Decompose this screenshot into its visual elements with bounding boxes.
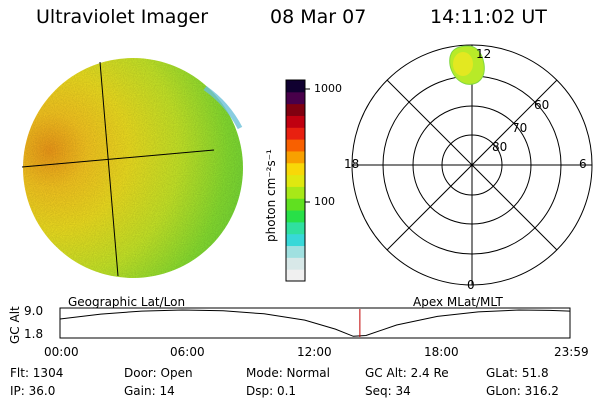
info-gain: Gain: 14 (124, 384, 175, 398)
mlt-label-right: 6 (579, 157, 587, 171)
geo-parallel-line (21, 149, 215, 168)
geo-meridian-line (99, 61, 119, 277)
colorbar-cell (286, 162, 305, 176)
mlt-label-bottom: 0 (467, 278, 475, 292)
info-door: Door: Open (124, 366, 193, 380)
timeline-xtick-2359: 23:59 (554, 345, 589, 359)
info-seq: Seq: 34 (365, 384, 411, 398)
colorbar-cell (286, 257, 305, 270)
instrument-title: Ultraviolet Imager (36, 6, 209, 28)
colorbar-cell (286, 103, 305, 116)
timeline-ytick-top: 9.0 (24, 304, 44, 318)
info-mode: Mode: Normal (246, 366, 330, 380)
colorbar-cells (286, 80, 305, 282)
colorbar-cell (286, 233, 305, 247)
colorbar-tick-label-bottom: 100 (314, 195, 335, 208)
colorbar-cell (286, 245, 305, 258)
colorbar-cell (286, 91, 305, 105)
timeline-xtick-0000: 00:00 (44, 345, 79, 359)
disk-edge-bluegreen (203, 85, 243, 130)
altitude-curve (59, 309, 571, 337)
colorbar-cell (286, 210, 305, 223)
timeline-xtick-1200: 12:00 (297, 345, 332, 359)
lat-label-60: 60 (534, 98, 550, 112)
colorbar-cell (286, 139, 305, 152)
lat-label-80: 80 (492, 140, 508, 154)
colorbar-cell (286, 221, 305, 235)
colorbar-cell (286, 127, 305, 140)
timeline-xtick-1800: 18:00 (424, 345, 459, 359)
info-glat: GLat: 51.8 (486, 366, 549, 380)
timeline-xtick-0600: 06:00 (170, 345, 205, 359)
colorbar-cell (286, 115, 305, 128)
colorbar-cell (286, 80, 305, 93)
colorbar-cell (286, 186, 305, 199)
timeline-left-caption: Geographic Lat/Lon (68, 295, 186, 309)
lat-label-70: 70 (512, 121, 528, 135)
timeline-ytick-bottom: 1.8 (24, 327, 44, 341)
timeline-frame (59, 307, 571, 339)
polar-diag-2 (386, 79, 558, 251)
mlt-label-top: 12 (476, 47, 492, 61)
timeline-right-caption: Apex MLat/MLT (413, 295, 503, 309)
colorbar-cell (286, 174, 305, 187)
date-label: 08 Mar 07 (270, 6, 367, 28)
mlt-label-left: 18 (344, 157, 360, 171)
time-label: 14:11:02 UT (430, 6, 547, 28)
colorbar-cell (286, 198, 305, 211)
info-ip: IP: 36.0 (10, 384, 56, 398)
info-flight: Flt: 1304 (10, 366, 64, 380)
info-gc-alt: GC Alt: 2.4 Re (365, 366, 449, 380)
info-glon: GLon: 316.2 (486, 384, 559, 398)
info-dsp: Dsp: 0.1 (246, 384, 297, 398)
colorbar-cell (286, 269, 305, 282)
polar-aurora-core (453, 52, 473, 76)
colorbar-cell (286, 150, 305, 164)
colorbar-tick-label-top: 1000 (314, 82, 342, 95)
colorbar-frame (285, 79, 306, 282)
